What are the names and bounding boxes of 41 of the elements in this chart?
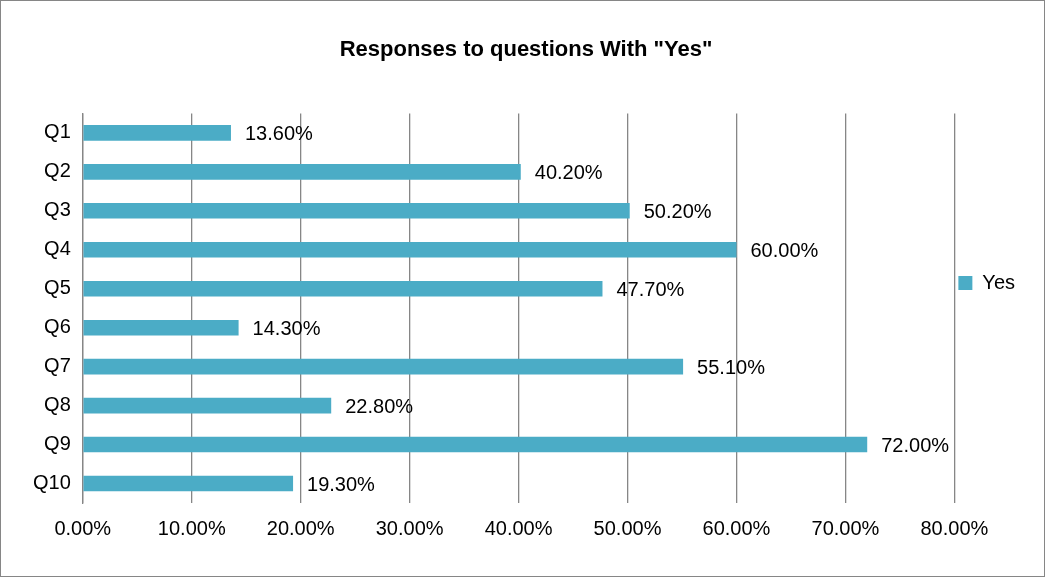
data-label: 13.60%: [244, 122, 314, 145]
bar: [83, 164, 521, 180]
y-tick-label: Q8: [44, 393, 71, 416]
y-tick-label: Q3: [44, 198, 71, 221]
y-tick-label: Q6: [44, 315, 71, 338]
bar: [83, 125, 231, 141]
bar: [83, 436, 868, 453]
x-tick-label: 70.00%: [811, 516, 880, 539]
data-label: 55.10%: [697, 356, 766, 379]
bar: [83, 358, 684, 375]
legend-label: Yes: [982, 270, 1016, 293]
x-tick-label: 50.00%: [593, 516, 662, 539]
data-label: 14.30%: [252, 317, 321, 340]
y-tick-label: Q7: [44, 354, 71, 377]
y-tick-label: Q2: [44, 159, 71, 182]
bar: [83, 475, 294, 492]
data-label: 50.20%: [643, 200, 712, 223]
data-label: 47.70%: [616, 278, 685, 301]
x-tick-label: 80.00%: [920, 516, 989, 539]
data-label: 72.00%: [881, 434, 950, 457]
bar: [83, 397, 332, 414]
x-tick-label: 10.00%: [157, 516, 226, 539]
data-label: 19.30%: [307, 473, 376, 496]
data-label: 40.20%: [534, 161, 603, 184]
y-tick-label: Q10: [32, 471, 71, 494]
x-tick-label: 40.00%: [484, 516, 553, 539]
y-tick-label: Q9: [44, 432, 71, 455]
data-label: 60.00%: [750, 239, 819, 262]
x-tick-label: 0.00%: [54, 516, 112, 539]
bar: [83, 241, 737, 258]
y-tick-label: Q4: [44, 237, 71, 260]
bar: [83, 319, 239, 336]
x-tick-label: 30.00%: [375, 516, 444, 539]
x-tick-label: 60.00%: [702, 516, 771, 539]
x-tick-label: 20.00%: [266, 516, 335, 539]
bar: [83, 203, 630, 219]
data-label: 22.80%: [345, 395, 414, 418]
y-tick-label: Q1: [44, 120, 71, 143]
chart-title: Responses to questions With "Yes": [339, 36, 713, 62]
bar: [83, 280, 603, 297]
y-tick-label: Q5: [44, 276, 71, 299]
